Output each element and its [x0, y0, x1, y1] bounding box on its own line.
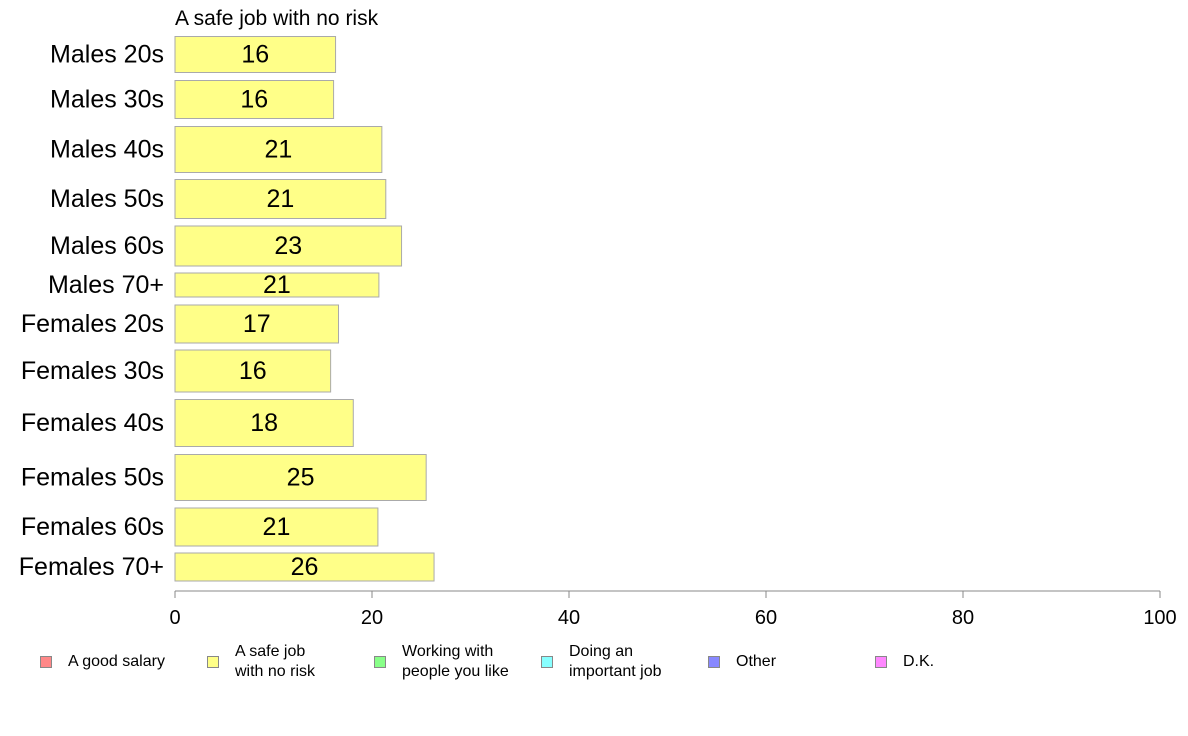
category-label: Females 40s — [21, 409, 164, 437]
legend-item-safe-job: A safe job with no risk — [207, 642, 315, 682]
category-label: Females 50s — [21, 464, 164, 492]
data-label: 26 — [291, 553, 319, 581]
data-label: 25 — [287, 464, 315, 492]
category-label: Females 30s — [21, 357, 164, 385]
bar — [174, 126, 383, 173]
data-label: 21 — [266, 185, 294, 213]
x-tick-label: 100 — [1143, 607, 1176, 629]
x-tick-label: 20 — [361, 607, 383, 629]
category-label: Males 60s — [50, 232, 164, 260]
legend-swatch — [207, 656, 219, 668]
data-label: 16 — [241, 41, 269, 69]
bar — [174, 80, 335, 119]
bar — [174, 179, 387, 219]
bar — [174, 349, 332, 393]
legend-item-important-job: Doing an important job — [541, 642, 662, 682]
category-label: Males 40s — [50, 136, 164, 164]
bar — [174, 399, 354, 447]
data-label: 16 — [239, 357, 267, 385]
legend-item-working-with-people: Working with people you like — [374, 642, 509, 682]
bar — [174, 225, 403, 267]
legend-label: Working with people you like — [402, 643, 509, 680]
legend: A good salary A safe job with no risk Wo… — [0, 640, 1188, 700]
legend-swatch — [40, 656, 52, 668]
category-label: Males 30s — [50, 86, 164, 114]
category-label: Females 20s — [21, 310, 164, 338]
legend-swatch — [875, 656, 887, 668]
x-tick-label: 80 — [952, 607, 974, 629]
bar — [174, 272, 380, 298]
x-tick-label: 60 — [755, 607, 777, 629]
category-label: Males 20s — [50, 41, 164, 69]
legend-label: Doing an important job — [569, 643, 662, 680]
legend-label: Other — [736, 653, 777, 670]
category-label: Males 50s — [50, 185, 164, 213]
legend-swatch — [374, 656, 386, 668]
data-label: 23 — [274, 232, 302, 260]
bar — [174, 552, 435, 582]
data-label: 21 — [263, 513, 291, 541]
legend-item-good-salary: A good salary — [40, 652, 165, 672]
legend-swatch — [708, 656, 720, 668]
category-label: Females 70+ — [19, 553, 164, 581]
legend-swatch — [541, 656, 553, 668]
x-tick-label: 40 — [558, 607, 580, 629]
chart-title: A safe job with no risk — [175, 7, 379, 30]
data-label: 18 — [250, 409, 278, 437]
legend-label: A good salary — [68, 653, 165, 670]
legend-item-other: Other — [708, 652, 776, 672]
bar — [174, 507, 379, 547]
x-tick-label: 0 — [169, 607, 180, 629]
data-label: 21 — [265, 136, 293, 164]
data-label: 21 — [263, 271, 291, 299]
legend-item-dk: D.K. — [875, 652, 934, 672]
data-label: 17 — [243, 310, 271, 338]
legend-label: D.K. — [903, 653, 935, 670]
category-label: Females 60s — [21, 513, 164, 541]
bar-chart: A safe job with no risk Males 20s 16 Males… — [19, 7, 1177, 629]
bar — [174, 304, 340, 344]
bar — [174, 454, 427, 501]
category-label: Males 70+ — [48, 271, 164, 299]
legend-label: A safe job with no risk — [235, 643, 316, 680]
data-label: 16 — [240, 86, 268, 114]
bar — [174, 36, 337, 73]
